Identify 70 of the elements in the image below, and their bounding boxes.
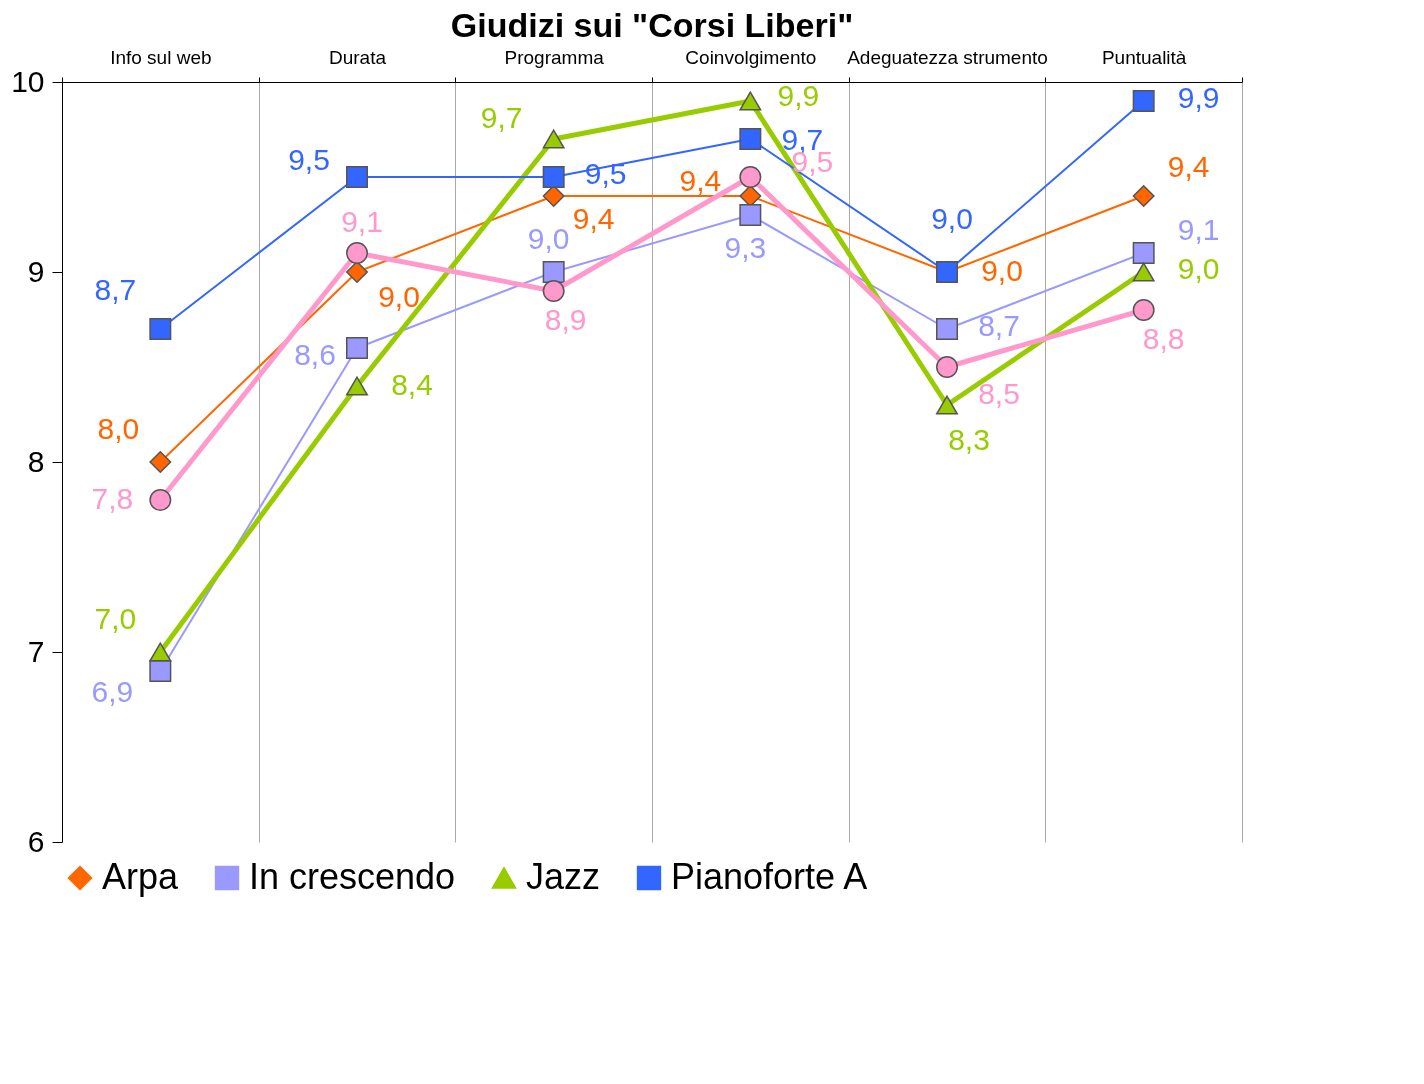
x-tick-label: Durata xyxy=(328,46,387,68)
data-label: 9,7 xyxy=(480,101,523,134)
data-label: 8,6 xyxy=(294,338,336,371)
data-label: 8,3 xyxy=(948,423,990,456)
point xyxy=(739,204,762,226)
point xyxy=(739,91,762,111)
point xyxy=(346,261,368,283)
point xyxy=(149,318,172,340)
data-label: 8,5 xyxy=(978,377,1020,410)
data-label: 9,9 xyxy=(777,79,820,112)
point xyxy=(542,166,565,188)
legend-label: Pianoforte A xyxy=(671,856,868,897)
data-label: 9,0 xyxy=(981,254,1023,287)
data-label: 7,0 xyxy=(94,602,137,635)
point xyxy=(149,451,172,473)
point xyxy=(149,642,172,662)
data-label: 9,1 xyxy=(341,205,383,238)
point xyxy=(1132,185,1155,207)
point xyxy=(346,337,368,359)
data-label: 8,7 xyxy=(978,309,1020,342)
point xyxy=(542,129,565,149)
y-tick-label: 7 xyxy=(27,634,45,668)
point xyxy=(542,185,565,207)
x-tick-label: Puntualità xyxy=(1101,46,1187,68)
y-tick-label: 8 xyxy=(27,444,45,478)
data-label: 9,4 xyxy=(1167,150,1210,183)
x-tick-label: Programma xyxy=(504,46,605,68)
y-tick-label: 10 xyxy=(11,64,45,98)
point xyxy=(936,356,958,378)
data-label: 8,0 xyxy=(97,412,140,445)
x-tick-label: Coinvolgimento xyxy=(685,46,817,68)
chart-title: Giudizi sui "Corsi Liberi" xyxy=(450,6,854,44)
data-label: 7,8 xyxy=(91,482,134,515)
point xyxy=(1132,90,1155,112)
data-label: 9,4 xyxy=(572,202,615,235)
legend-label: Arpa xyxy=(102,856,180,897)
point xyxy=(1132,299,1155,321)
data-label: 9,5 xyxy=(288,143,330,176)
y-tick-label: 6 xyxy=(27,824,45,858)
point xyxy=(346,242,368,264)
point xyxy=(542,261,565,283)
point xyxy=(739,166,762,188)
legend-label: In crescendo xyxy=(249,856,456,897)
data-label: 9,0 xyxy=(1177,252,1220,285)
data-label: 8,9 xyxy=(544,303,587,336)
point xyxy=(149,489,172,511)
data-label: 9,9 xyxy=(1177,81,1220,114)
point xyxy=(936,318,958,340)
point xyxy=(346,376,368,396)
legend-label: Jazz xyxy=(526,856,601,897)
x-tick-label: Adeguatezza strumento xyxy=(847,46,1048,68)
data-label: 9,1 xyxy=(1177,213,1220,246)
data-label: 9,4 xyxy=(679,164,722,197)
y-tick-label: 9 xyxy=(27,254,45,288)
point xyxy=(739,128,762,150)
point xyxy=(346,166,368,188)
point xyxy=(1132,242,1155,264)
point xyxy=(936,395,958,415)
point xyxy=(1132,262,1155,282)
data-label: 6,9 xyxy=(91,675,134,708)
point xyxy=(542,280,565,302)
data-label: 8,8 xyxy=(1142,322,1185,355)
data-label: 8,7 xyxy=(94,273,137,306)
point xyxy=(149,660,172,682)
data-label: 9,0 xyxy=(931,202,973,235)
x-tick-label: Info sul web xyxy=(110,46,212,68)
data-label: 8,4 xyxy=(391,368,433,401)
data-label: 9,0 xyxy=(527,222,570,255)
data-label: 9,0 xyxy=(378,280,420,313)
data-label: 9,3 xyxy=(724,231,767,264)
